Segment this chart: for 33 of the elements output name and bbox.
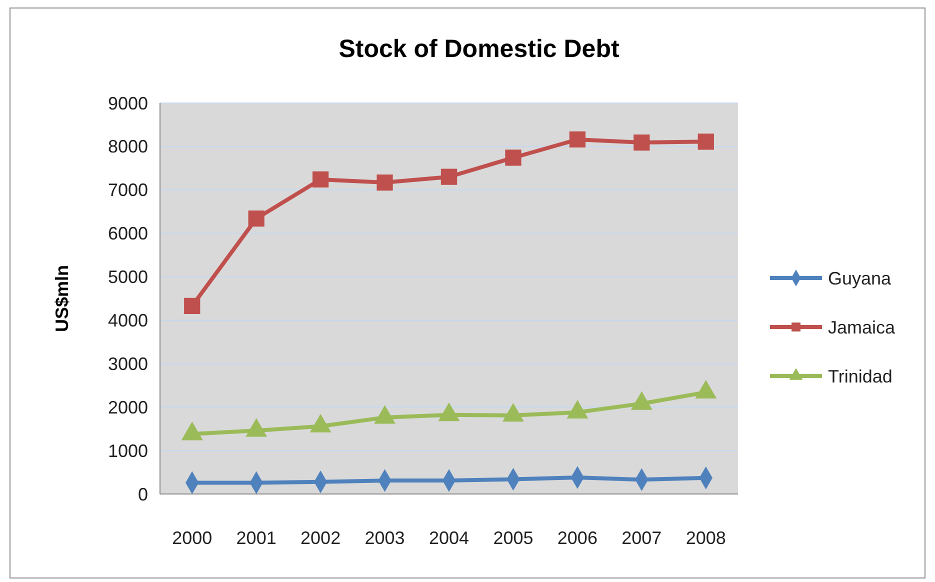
point [312, 171, 329, 188]
x-tick-label: 2003 [364, 528, 405, 548]
legend-label: Trinidad [828, 366, 892, 386]
y-tick-label: 2000 [108, 397, 148, 418]
legend-label: Guyana [828, 268, 892, 288]
y-tick-label: 4000 [108, 310, 148, 331]
y-axis-title: US$mln [52, 264, 72, 332]
y-tick-label: 9000 [108, 93, 148, 114]
point [376, 174, 393, 191]
x-tick-label: 2002 [300, 528, 341, 548]
point [184, 298, 200, 314]
x-tick-label: 2005 [493, 528, 534, 548]
x-tick-label: 2007 [622, 528, 662, 548]
y-tick-label: 1000 [108, 440, 148, 461]
y-tick-label: 3000 [108, 354, 148, 374]
point [505, 150, 522, 166]
y-tick-label: 6000 [108, 224, 148, 244]
point [634, 134, 650, 151]
point [440, 168, 458, 185]
x-tick-label: 2000 [172, 528, 212, 548]
x-tick-label: 2004 [428, 528, 470, 548]
y-tick-label: 5000 [108, 267, 148, 288]
legend-label: Jamaica [828, 317, 896, 338]
point [248, 210, 264, 227]
x-tick-label: 2001 [236, 528, 276, 548]
point [698, 134, 714, 150]
x-tick-label: 2008 [686, 528, 726, 548]
chart-title: Stock of Domestic Debt [338, 35, 620, 63]
point [569, 131, 586, 148]
y-tick-label: 8000 [108, 136, 148, 157]
x-tick-label: 2006 [557, 528, 598, 548]
y-tick-label: 7000 [108, 180, 148, 200]
y-tick-label: 0 [138, 484, 148, 504]
